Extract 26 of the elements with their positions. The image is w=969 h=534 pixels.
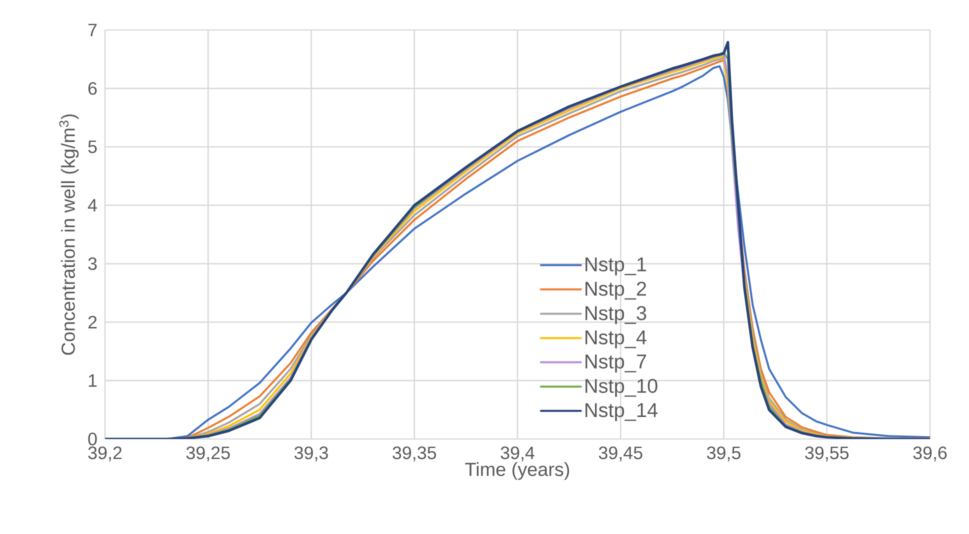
x-tick-label: 39,35	[392, 446, 436, 462]
y-tick-label: 5	[88, 140, 97, 154]
legend-label: Nstp_2	[586, 282, 646, 300]
y-tick-label: 2	[88, 316, 97, 328]
legend-label: Nstp_10	[586, 378, 658, 397]
x-tick-label: 39,55	[805, 446, 849, 462]
y-axis-title: Concentration in well (kg/m$^{3}$)	[59, 114, 79, 355]
legend-label: Nstp_14	[586, 403, 658, 422]
legend-label: Nstp_7	[586, 354, 646, 373]
legend-label: Nstp_3	[586, 306, 646, 324]
x-tick-label: 39,3	[294, 446, 328, 462]
x-tick-label: 39,6	[913, 446, 947, 462]
y-tick-label: 4	[88, 199, 97, 212]
y-tick-label: 0	[88, 432, 97, 446]
y-tick-label: 3	[88, 257, 97, 270]
x-tick-label: 39,4	[500, 446, 534, 462]
x-axis-title: Time (years)	[465, 462, 570, 480]
x-tick-label: 39,45	[598, 446, 642, 462]
x-tick-label: 39,25	[186, 446, 230, 462]
x-tick-label: 39,5	[706, 446, 740, 462]
x-tick-label: 39,2	[88, 446, 122, 462]
y-tick-label: 1	[88, 374, 97, 387]
legend-label: Nstp_4	[586, 330, 646, 348]
legend-label: Nstp_1	[586, 258, 646, 276]
y-tick-label: 7	[88, 24, 97, 36]
y-tick-label: 6	[88, 82, 97, 95]
